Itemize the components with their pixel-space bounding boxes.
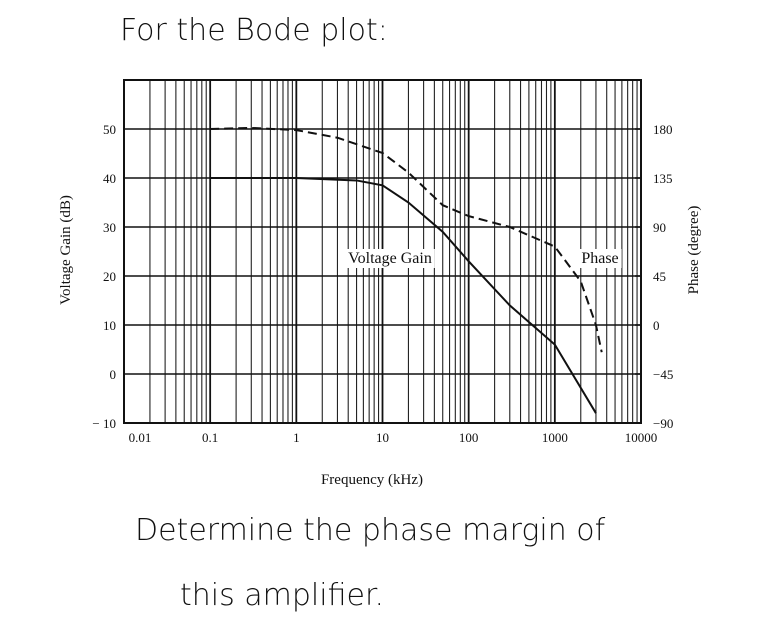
series-label: Voltage Gain — [348, 250, 432, 267]
y-tick-label: − 10 — [92, 416, 116, 431]
x-tick-label: 0.1 — [202, 430, 218, 445]
y2-tick-label: −90 — [653, 416, 673, 431]
question-line: Determine the phase margin of — [135, 513, 606, 548]
y-tick-label: 30 — [103, 220, 116, 235]
y2-axis-label: Phase (degree) — [686, 206, 702, 295]
y2-tick-label: −45 — [653, 367, 673, 382]
series-label-bg — [345, 249, 435, 268]
plot: 0.01 0.1 1 10 100 1000 10000 − 10 0 10 20 30 40 50 −90… — [92, 79, 673, 445]
plot-frame — [123, 79, 642, 424]
x-tick-label: 1000 — [542, 430, 568, 445]
y2-tick-label: 180 — [653, 122, 673, 137]
y-tick-label: 50 — [103, 122, 116, 137]
x-tick-label: 10000 — [625, 430, 658, 445]
y-axis-label: Voltage Gain (dB) — [58, 195, 74, 305]
y2-tick-label: 135 — [653, 171, 673, 186]
header-note: For the Bode plot: — [120, 13, 388, 48]
x-tick-label: 100 — [459, 430, 479, 445]
y-tick-label: 10 — [103, 318, 116, 333]
y-tick-label: 0 — [110, 367, 117, 382]
y2-tick-label: 45 — [653, 269, 666, 284]
y2-tick-label: 90 — [653, 220, 666, 235]
y2-tick-label: 0 — [653, 318, 660, 333]
x-tick-label: 1 — [293, 430, 300, 445]
series-line — [210, 126, 603, 353]
series-line — [210, 177, 597, 414]
y-tick-label: 40 — [103, 171, 116, 186]
series-label-bg — [578, 249, 622, 268]
series-label: Phase — [581, 250, 618, 267]
x-axis-label: Frequency (kHz) — [321, 472, 423, 488]
question-line: this amplifier. — [180, 578, 384, 613]
x-tick-label: 0.01 — [129, 430, 152, 445]
x-tick-label: 10 — [376, 430, 389, 445]
y-tick-label: 20 — [103, 269, 116, 284]
